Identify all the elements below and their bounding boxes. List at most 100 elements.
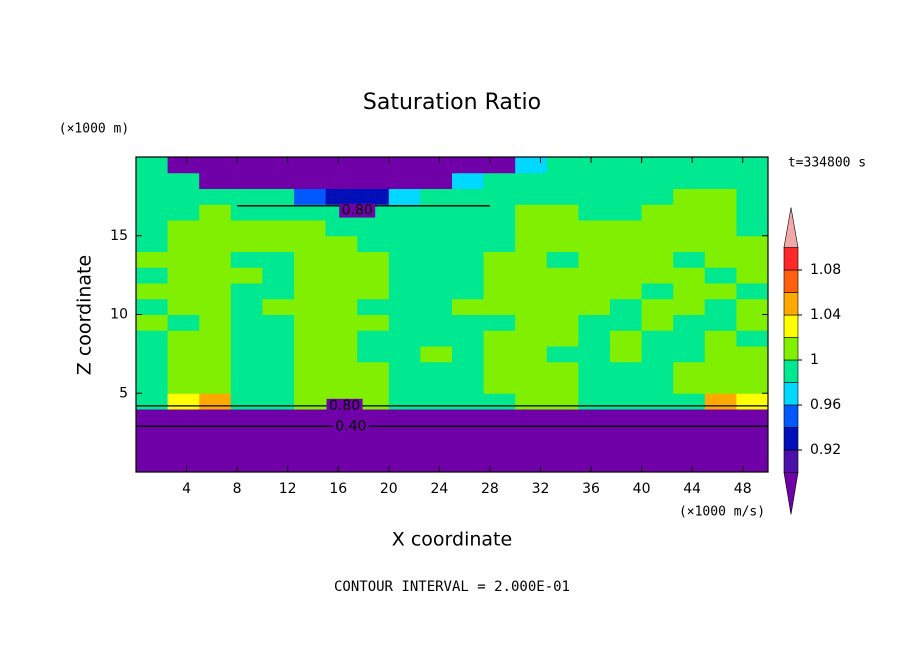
contour-cell [704, 377, 737, 394]
contour-cell [452, 361, 485, 378]
contour-cell [294, 424, 327, 441]
contour-cell [704, 330, 737, 347]
colorbar-tick-label: 0.92 [810, 442, 841, 458]
contour-cell [452, 283, 485, 300]
contour-cell [452, 251, 485, 268]
contour-cell [736, 346, 769, 363]
contour-cell [673, 235, 706, 252]
contour-cell [167, 188, 200, 205]
contour-cell [199, 235, 232, 252]
contour-cell [230, 204, 263, 221]
contour-cell [641, 267, 674, 284]
contour-cell [420, 456, 453, 473]
contour-cell [736, 204, 769, 221]
x-tick-label: 40 [633, 481, 651, 497]
contour-cell [167, 267, 200, 284]
contour-cell [515, 157, 548, 174]
y-tick-label: 15 [110, 228, 128, 244]
contour-cell [578, 267, 611, 284]
contour-cell [610, 188, 643, 205]
contour-cell [736, 188, 769, 205]
contour-cell [641, 283, 674, 300]
contour-cell [230, 235, 263, 252]
contour-cell [578, 409, 611, 426]
contour-cell [325, 157, 358, 174]
contour-cell [546, 283, 579, 300]
contour-cell [325, 440, 358, 457]
contour-cell [546, 440, 579, 457]
contour-cell [641, 157, 674, 174]
contour-cell [420, 235, 453, 252]
contour-cell [578, 188, 611, 205]
contour-cell [641, 204, 674, 221]
colorbar-over [783, 207, 799, 248]
contour-cell [167, 235, 200, 252]
contour-cell [515, 424, 548, 441]
contour-cell [357, 188, 390, 205]
contour-cell [294, 267, 327, 284]
contour-cell [230, 283, 263, 300]
contour-cell [388, 377, 421, 394]
contour-cell [610, 424, 643, 441]
colorbar-segment [783, 269, 799, 293]
contour-cell [641, 235, 674, 252]
contour-cell [199, 440, 232, 457]
x-tick-label: 32 [532, 481, 550, 497]
contour-cell [578, 314, 611, 331]
contour-cell [357, 283, 390, 300]
contour-cell [610, 267, 643, 284]
contour-cell [736, 235, 769, 252]
contour-cell [199, 456, 232, 473]
contour-cell [294, 393, 327, 410]
contour-cell [641, 456, 674, 473]
contour-cell [325, 172, 358, 189]
contour-cell [420, 204, 453, 221]
contour-cell [357, 377, 390, 394]
contour-cell [483, 267, 516, 284]
contour-cell [230, 440, 263, 457]
contour-cell [262, 172, 295, 189]
contour-cell [546, 298, 579, 315]
x-tick-label: 36 [582, 481, 600, 497]
chart-title: Saturation Ratio [363, 90, 541, 115]
overlay: 0.800.800.404 8 12 16 20 24 28 32 36 40 44 48510150… [110, 156, 841, 515]
contour-cell [136, 220, 169, 237]
contour-cell [452, 157, 485, 174]
contour-cell [357, 330, 390, 347]
contour-cell [452, 235, 485, 252]
contour-cell [294, 377, 327, 394]
contour-cell [673, 267, 706, 284]
contour-cell [388, 440, 421, 457]
contour-cell [673, 409, 706, 426]
contour-cell [546, 157, 579, 174]
contour-cell [610, 393, 643, 410]
contour-cell [136, 393, 169, 410]
x-tick-label: 4 [182, 481, 191, 497]
contour-cell [578, 283, 611, 300]
contour-cell [230, 346, 263, 363]
contour-cell [294, 314, 327, 331]
contour-cell [388, 283, 421, 300]
contour-cell [483, 251, 516, 268]
contour-cell [167, 251, 200, 268]
contour-cell [420, 361, 453, 378]
x-tick-label: 16 [329, 481, 347, 497]
contour-cell [736, 172, 769, 189]
contour-cell [515, 188, 548, 205]
contour-cell [736, 330, 769, 347]
contour-cell [673, 361, 706, 378]
contour-cell [704, 456, 737, 473]
contour-cell [294, 409, 327, 426]
contour-cell [294, 361, 327, 378]
contour-cell [357, 157, 390, 174]
contour-cell [736, 251, 769, 268]
contour-cell [294, 346, 327, 363]
contour-cell [136, 204, 169, 221]
contour-cell [199, 314, 232, 331]
contour-cell [230, 188, 263, 205]
contour-cell [483, 188, 516, 205]
contour-cell [515, 361, 548, 378]
contour-cell [546, 172, 579, 189]
contour-cell [388, 456, 421, 473]
